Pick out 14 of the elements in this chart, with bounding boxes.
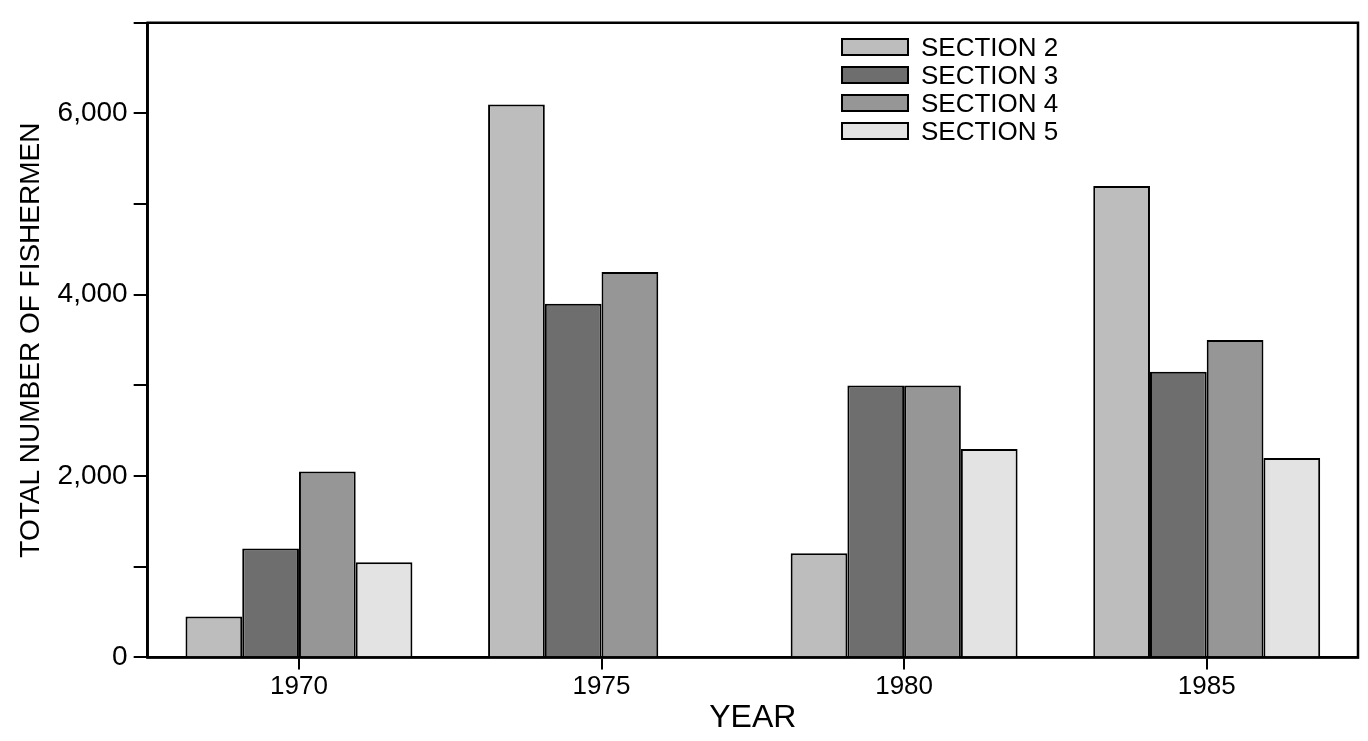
y-tick-label: 0 — [112, 640, 128, 672]
x-tick-label: 1975 — [572, 670, 631, 701]
y-tick-label: 6,000 — [57, 96, 128, 128]
legend-label: SECTION 4 — [921, 87, 1059, 118]
x-axis-title: YEAR — [709, 697, 797, 734]
y-tick-label: 2,000 — [57, 458, 128, 490]
legend-label: SECTION 3 — [921, 59, 1059, 90]
legend-label: SECTION 5 — [921, 115, 1059, 146]
x-tick-label: 1980 — [875, 670, 934, 701]
x-tick-label: 1985 — [1177, 670, 1236, 701]
legend-label: SECTION 2 — [921, 31, 1059, 62]
y-tick-label: 4,000 — [57, 277, 128, 309]
y-axis-title: TOTAL NUMBER OF FISHERMEN — [13, 122, 45, 558]
x-tick-label: 1970 — [270, 670, 328, 701]
